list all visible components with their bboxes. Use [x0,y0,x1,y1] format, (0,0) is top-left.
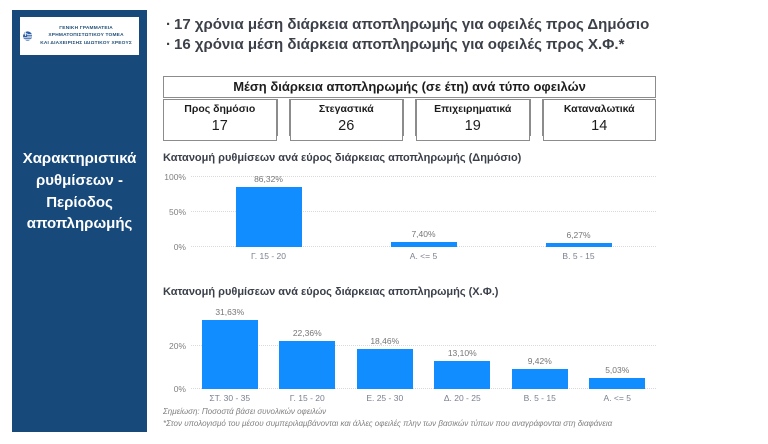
cell-label: Επιχειρηματικά [434,103,512,115]
y-axis-label: 0% [173,242,186,252]
bullet-item-public: 17 χρόνια μέση διάρκεια αποπληρωμής για … [166,15,649,35]
table-cell-consumer: Καταναλωτικά 14 [542,99,656,141]
bullet-item-private: 16 χρόνια μέση διάρκεια αποπληρωμής για … [166,35,649,55]
bar-value-label: 18,46% [370,336,400,347]
bar [356,349,413,389]
bar-value-label: 13,10% [447,347,477,358]
x-axis-label: ΣΤ. 30 - 35 [209,393,251,403]
cell-label: Στεγαστικά [318,103,374,115]
bar-value-label: 5,03% [605,365,630,376]
greek-flag-logo-icon [23,31,33,41]
x-axis-label: Β. 5 - 15 [562,251,595,261]
bullet-list: 17 χρόνια μέση διάρκεια αποπληρωμής για … [166,15,649,55]
gridline [191,388,656,389]
bar [235,186,302,247]
cell-value: 14 [591,118,608,134]
chart-title: Κατανομή ρυθμίσεων ανά εύρος διάρκειας α… [163,152,522,164]
x-axis: ΣΤ. 30 - 35 Γ. 15 - 20 Ε. 25 - 30 Δ. 20 - 2… [191,393,656,403]
bar-value-label: 7,40% [411,228,436,239]
logo-text-line2: ΚΑΙ ΔΙΑΧΕΙΡΙΣΗΣ ΙΔΙΩΤΙΚΟΥ ΧΡΕΟΥΣ [40,40,132,46]
table-spacer [403,99,416,136]
gridline [191,211,656,212]
chart-title: Κατανομή ρυθμίσεων ανά εύρος διάρκειας α… [163,286,499,298]
bar-slots: 86,32% 7,40% 6,27% [191,173,656,247]
slide-section-title: Χαρακτηριστικά ρυθμίσεων - Περίοδος αποπ… [22,150,137,233]
bar-slot: 22,36% [269,311,347,389]
sidebar: ΓΕΝΙΚΗ ΓΡΑΜΜΑΤΕΙΑ ΧΡΗΜΑΤΟΠΙΣΤΩΤΙΚΟΥ ΤΟΜΕ… [12,10,147,432]
logo-text: ΓΕΝΙΚΗ ΓΡΑΜΜΑΤΕΙΑ ΧΡΗΜΑΤΟΠΙΣΤΩΤΙΚΟΥ ΤΟΜΕ… [36,25,136,47]
bar-slot: 6,27% [501,177,656,247]
cell-value: 26 [338,118,355,134]
bar-value-label: 9,42% [527,355,552,366]
bar [201,320,258,389]
y-axis-label: 20% [168,340,186,351]
x-axis-label: Α. <= 5 [603,393,631,403]
bar-value-label: 6,27% [566,229,591,240]
plot-area: 31,63% 22,36% 18,46% 13,10% 9,42% 5,03% 0% 20% [169,307,657,394]
note-line: Σημείωση: Ποσοστά βάσει συνολικών οφειλώ… [163,407,327,416]
x-axis: Γ. 15 - 20 Α. <= 5 Β. 5 - 15 [191,251,656,261]
bar [434,360,491,389]
summary-table: Μέση διάρκεια αποπληρωμής (σε έτη) ανά τ… [163,76,656,141]
table-spacer [276,99,290,136]
x-axis-label: Δ. 20 - 25 [443,393,481,403]
cell-value: 19 [464,118,481,134]
bar [589,378,646,389]
table-cell-business: Επιχειρηματικά 19 [416,99,530,141]
x-axis-label: Β. 5 - 15 [523,393,556,403]
summary-table-header: Μέση διάρκεια αποπληρωμής (σε έτη) ανά τ… [163,76,656,98]
gridline [191,176,656,177]
x-axis-label: Γ. 15 - 20 [289,393,325,403]
logo-box: ΓΕΝΙΚΗ ΓΡΑΜΜΑΤΕΙΑ ΧΡΗΜΑΤΟΠΙΣΤΩΤΙΚΟΥ ΤΟΜΕ… [20,17,139,55]
summary-table-row: Προς δημόσιο 17 Στεγαστικά 26 Επιχειρημα… [163,99,656,141]
bar [279,340,336,389]
bar [545,242,612,247]
bar-value-label: 86,32% [254,173,283,184]
note-line: *Στον υπολογισμό του μέσου συμπεριλαμβάν… [163,419,613,429]
gridline [191,344,656,346]
bar-slot: 5,03% [579,311,657,389]
x-axis-label: Ε. 25 - 30 [366,393,404,403]
bar [511,368,568,389]
bar-slot: 9,42% [501,311,579,389]
y-axis-label: 100% [164,172,186,182]
chart-public-debt: Κατανομή ρυθμίσεων ανά εύρος διάρκειας α… [163,152,656,261]
table-spacer [529,99,543,136]
bar-slot: 7,40% [346,177,501,247]
bar-value-label: 31,63% [215,307,245,318]
plot-area: 86,32% 7,40% 6,27% 0% 50% 100% [164,172,656,252]
footnotes: Σημείωση: Ποσοστά βάσει συνολικών οφειλώ… [163,406,612,431]
bar-slot: 31,63% [191,307,269,389]
chart-private-debt: Κατανομή ρυθμίσεων ανά εύρος διάρκειας α… [163,286,656,403]
bar [390,241,457,247]
bar-slot: 13,10% [424,311,502,389]
y-axis-label: 0% [173,384,186,394]
bar-value-label: 22,36% [292,327,322,338]
table-cell-public: Προς δημόσιο 17 [163,99,277,141]
cell-label: Καταναλωτικά [563,103,635,115]
cell-label: Προς δημόσιο [184,103,256,115]
main-content: 17 χρόνια μέση διάρκεια αποπληρωμής για … [163,0,656,444]
x-axis-label: Γ. 15 - 20 [251,251,286,261]
bar-slots: 31,63% 22,36% 18,46% 13,10% 9,42% 5,03% [191,307,657,389]
logo-text-line1: ΓΕΝΙΚΗ ΓΡΑΜΜΑΤΕΙΑ ΧΡΗΜΑΤΟΠΙΣΤΩΤΙΚΟΥ ΤΟΜΕ… [48,26,124,39]
x-axis-label: Α. <= 5 [409,251,438,261]
table-cell-mortgage: Στεγαστικά 26 [289,99,403,141]
bar-slot: 18,46% [346,311,424,389]
cell-value: 17 [211,118,228,134]
bar-slot: 86,32% [191,173,346,247]
y-axis-label: 50% [168,207,186,217]
